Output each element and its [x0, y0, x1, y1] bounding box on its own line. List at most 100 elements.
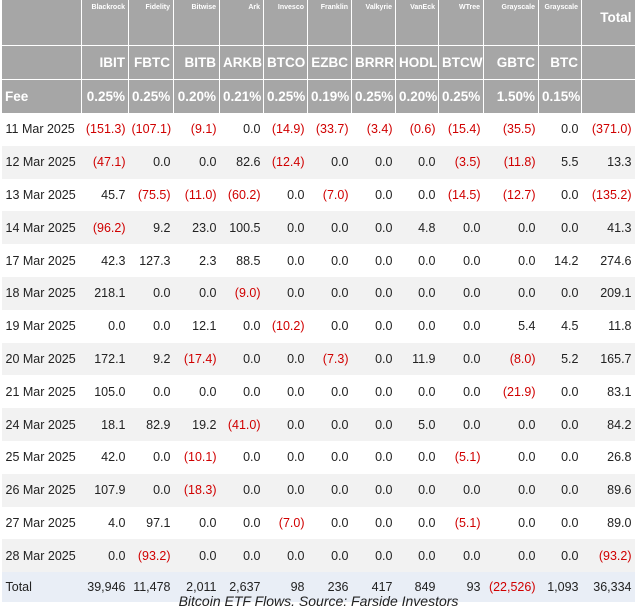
flow-value: (7.3)	[307, 342, 352, 376]
flow-value: 0.0	[263, 408, 308, 441]
flow-value: 5.2	[538, 342, 582, 376]
flow-value: 0.0	[375, 319, 393, 334]
flow-value: 0.0	[561, 515, 579, 530]
flow-row: 26 Mar 2025 107.9 0.0 (18.3) 0.0 0.0 0.0 0.0 0.0…	[1, 473, 635, 507]
flow-row: 17 Mar 2025 42.3 127.3 2.3 88.5 0.0 0.0 0.0 0.0 0…	[2, 244, 635, 277]
flow-value: (10.1)	[183, 450, 217, 465]
flow-value: 0.0	[173, 539, 220, 573]
ticker: BITB	[173, 45, 220, 80]
flow-value: 19.2	[173, 408, 220, 441]
total-value: 11,478	[128, 572, 174, 603]
date: 13 Mar 2025	[5, 187, 76, 202]
fee: 0.20%	[395, 79, 439, 113]
flow-value: 0.0	[287, 253, 305, 268]
flow-value: 0.0	[483, 539, 539, 573]
flow-value: (21.9)	[502, 384, 536, 399]
corner-cell	[1, 0, 82, 46]
flow-value: 100.5	[219, 211, 264, 245]
fee-row: Fee 0.25% 0.25% 0.20% 0.21% 0.25% 0.19% 0.25% 0.…	[1, 79, 635, 113]
issuer-name: WTree	[438, 0, 484, 46]
date: 11 Mar 2025	[5, 122, 75, 137]
flow-value: 0.0	[418, 319, 436, 334]
flow-value: 0.0	[438, 276, 484, 310]
flow-value: 0.0	[263, 276, 308, 310]
flow-value: 0.0	[243, 515, 261, 530]
flow-value: 4.5	[561, 319, 579, 334]
flow-value: 0.0	[153, 384, 171, 399]
issuer-row: Blackrock Fidelity Bitwise Ark Invesco Frankl…	[1, 0, 635, 46]
flow-value: 0.0	[483, 276, 539, 310]
flow-value: 105.0	[94, 384, 126, 399]
flow-value: (93.2)	[128, 539, 174, 573]
flow-value: 0.0	[243, 319, 261, 334]
flow-value: 0.0	[331, 515, 349, 530]
flow-value: 0.0	[173, 145, 220, 179]
flow-value: 89.0	[607, 515, 632, 530]
flow-value: 0.0	[538, 539, 582, 573]
flow-value: 0.0	[395, 539, 439, 573]
flow-value: 0.0	[173, 276, 220, 310]
flow-value: 0.0	[219, 473, 264, 507]
flow-value: 274.6	[600, 253, 632, 268]
flow-value: 0.0	[375, 515, 393, 530]
flow-value: 0.0	[561, 187, 579, 202]
fee: 0.20%	[173, 79, 220, 113]
flow-value: (17.4)	[173, 342, 220, 376]
flow-row: 13 Mar 2025 45.7 (75.5) (11.0) (60.2) 0.0 (7.0…	[2, 179, 635, 212]
flow-value: 0.0	[243, 450, 261, 465]
flow-value: 0.0	[263, 342, 308, 376]
flow-value: 0.0	[351, 342, 396, 376]
flow-value: (35.5)	[502, 122, 536, 137]
flow-row: 21 Mar 2025 105.0 0.0 0.0 0.0 0.0 0.0 0.0 0.0 0.0…	[2, 375, 635, 408]
ticker: GBTC	[483, 45, 539, 80]
date: 21 Mar 2025	[5, 384, 76, 399]
fee: 0.25%	[263, 79, 308, 113]
total-value: 39,946	[81, 572, 129, 603]
ticker: EZBC	[307, 45, 352, 80]
flow-value: (14.9)	[271, 122, 305, 137]
flow-value: 45.7	[101, 187, 126, 202]
total-value: 2,637	[219, 572, 264, 603]
flow-value: 209.1	[581, 276, 635, 310]
flow-value: 0.0	[395, 276, 439, 310]
flow-value: 0.0	[351, 539, 396, 573]
flow-value: 0.0	[351, 473, 396, 507]
ticker-row: IBIT FBTC BITB ARKB BTCO EZBC BRRR HODL BTCW GBTC…	[1, 45, 635, 80]
flow-value: 0.0	[243, 384, 261, 399]
flow-value: 0.0	[199, 384, 217, 399]
date: 17 Mar 2025	[5, 253, 76, 268]
flow-value: 0.0	[438, 211, 484, 245]
flow-value: 97.1	[146, 515, 171, 530]
flow-value: 0.0	[561, 122, 579, 137]
ticker: FBTC	[128, 45, 174, 80]
flow-value: 82.6	[219, 145, 264, 179]
total-label: Total	[1, 572, 82, 603]
flow-value: 0.0	[518, 515, 536, 530]
flow-row: 12 Mar 2025 (47.1) 0.0 0.0 82.6 (12.4) 0.0 0.0 0…	[1, 145, 635, 179]
flow-value: 0.0	[438, 342, 484, 376]
ticker: HODL	[395, 45, 439, 80]
total-value: 36,334	[581, 572, 635, 603]
ticker: ARKB	[219, 45, 264, 80]
total-value: 417	[351, 572, 396, 603]
flow-row: 28 Mar 2025 0.0 (93.2) 0.0 0.0 0.0 0.0 0.0 0.0 0.…	[1, 539, 635, 573]
flow-value: 0.0	[331, 253, 349, 268]
issuer-name: Ark	[219, 0, 264, 46]
flow-value: 0.0	[375, 384, 393, 399]
flow-value: 0.0	[287, 187, 305, 202]
flow-value: 0.0	[331, 319, 349, 334]
ticker: BRRR	[351, 45, 396, 80]
flow-value: (107.1)	[131, 122, 172, 137]
total-value: 236	[307, 572, 352, 603]
flow-value: (3.4)	[366, 122, 393, 137]
flow-value: (60.2)	[227, 187, 261, 202]
flow-value: 0.0	[418, 515, 436, 530]
flow-value: 18.1	[81, 408, 129, 441]
flow-row: 24 Mar 2025 18.1 82.9 19.2 (41.0) 0.0 0.0 0.0 5.…	[1, 408, 635, 441]
flow-value: 0.0	[395, 473, 439, 507]
flow-value: (75.5)	[137, 187, 171, 202]
flow-value: 127.3	[139, 253, 171, 268]
flow-value: (12.7)	[502, 187, 536, 202]
